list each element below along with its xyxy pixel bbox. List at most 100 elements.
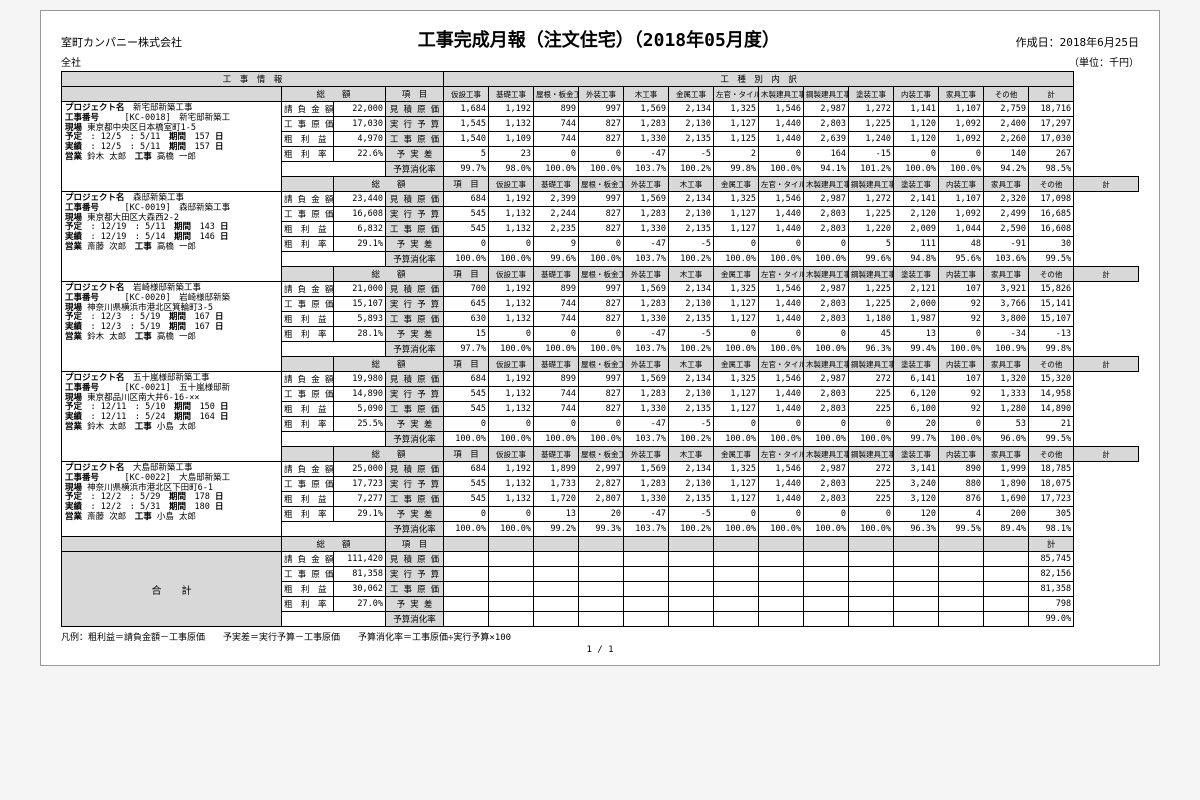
val: 1,333	[984, 387, 1029, 402]
val: 99.7%	[894, 432, 939, 447]
val: 0	[534, 417, 579, 432]
val: 6,100	[894, 402, 939, 417]
hdr-cat-0: 仮設工事	[489, 357, 534, 372]
val: 1,225	[849, 207, 894, 222]
row-label-r: 工 事 原 価	[386, 402, 444, 417]
val: 94.2%	[984, 162, 1029, 177]
val: 2,997	[579, 462, 624, 477]
val: 100.0%	[714, 432, 759, 447]
val: 100.0%	[804, 342, 849, 357]
val: 876	[939, 492, 984, 507]
hdr-cat-7: 木製建具工事	[759, 87, 804, 102]
val: 3,240	[894, 477, 939, 492]
val: 1,325	[714, 372, 759, 387]
val: 1,109	[489, 132, 534, 147]
row-label: 粗 利 益	[282, 312, 334, 327]
val: 1,127	[714, 297, 759, 312]
val: 2,235	[534, 222, 579, 237]
val: 545	[444, 477, 489, 492]
hdr-cat-9: 塗装工事	[894, 447, 939, 462]
hdr-total: 総 額	[334, 357, 444, 372]
row-label: 工 事 原 価	[282, 207, 334, 222]
val: 103.7%	[624, 342, 669, 357]
val: 1,546	[759, 282, 804, 297]
val: 225	[849, 402, 894, 417]
val: 2,244	[534, 207, 579, 222]
val: 1,283	[624, 117, 669, 132]
project-info: プロジェクト名 大島邸新築工事 工事番号 [KC-0022] 大島邸新築工 現場…	[62, 462, 282, 537]
val: 20	[579, 507, 624, 522]
val: 1,325	[714, 102, 759, 117]
hdr-cat-0: 仮設工事	[489, 267, 534, 282]
val: 100.0%	[444, 522, 489, 537]
val: 0	[939, 327, 984, 342]
hdr-cat-1: 基礎工事	[534, 267, 579, 282]
val: 0	[759, 327, 804, 342]
legend: 凡例：粗利益＝請負金額－工事原価 予実差＝実行予算－工事原価 予算消化率＝工事原…	[61, 630, 1139, 643]
val: 645	[444, 297, 489, 312]
hdr-item: 項 目	[444, 447, 489, 462]
row-label: 粗 利 率	[282, 327, 334, 342]
val: 6,141	[894, 372, 939, 387]
row-label-r: 実 行 予 算	[386, 297, 444, 312]
page-number: 1 / 1	[61, 645, 1139, 655]
hdr-cat-8: 鋼製建具工事	[849, 447, 894, 462]
unit-label: （単位：千円）	[1069, 54, 1139, 69]
hdr-cat-13: 計	[1074, 447, 1139, 462]
val: 1,225	[849, 117, 894, 132]
val: 17,297	[1029, 117, 1074, 132]
project-info: プロジェクト名 岩崎様邸新築工事 工事番号 [KC-0020] 岩崎様邸新築 現…	[62, 282, 282, 372]
hdr-breakdown: 工 種 別 内 訳	[444, 72, 1074, 87]
val: 1,546	[759, 192, 804, 207]
val: 89.4%	[984, 522, 1029, 537]
val: 1,141	[894, 102, 939, 117]
row-label: 請 負 金 額	[282, 372, 334, 387]
val: 630	[444, 312, 489, 327]
project-info: プロジェクト名 森邸新築工事 工事番号 [KC-0019] 森邸新築工事 現場 …	[62, 192, 282, 282]
val: 101.2%	[849, 162, 894, 177]
project-info: プロジェクト名 新宅邸新築工事 工事番号 [KC-0018] 新宅邸新築工 現場…	[62, 102, 282, 192]
val: 827	[579, 207, 624, 222]
val: 0	[714, 417, 759, 432]
amt: 14,890	[334, 387, 386, 402]
val: 1,330	[624, 132, 669, 147]
val: 2,141	[894, 192, 939, 207]
val: 545	[444, 492, 489, 507]
hdr-cat-11: 家具工事	[984, 177, 1029, 192]
val: 1,440	[759, 477, 804, 492]
val: 120	[894, 507, 939, 522]
val: 100.0%	[489, 252, 534, 267]
val: 96.0%	[984, 432, 1029, 447]
val: 100.0%	[939, 432, 984, 447]
row-label-r: 予 実 差	[386, 237, 444, 252]
val: -5	[669, 507, 714, 522]
val: -47	[624, 237, 669, 252]
row-label-r: 実 行 予 算	[386, 477, 444, 492]
row-label-r: 実 行 予 算	[386, 117, 444, 132]
val: 100.0%	[489, 342, 534, 357]
val: 2	[714, 147, 759, 162]
hdr-cat-8: 鋼製建具工事	[849, 357, 894, 372]
hdr-item: 項 目	[444, 267, 489, 282]
val: 0	[489, 417, 534, 432]
val: 94.8%	[894, 252, 939, 267]
hdr-cat-12: その他	[1029, 177, 1074, 192]
val: 0	[489, 237, 534, 252]
hdr-cat-6: 左官・タイル工事	[759, 357, 804, 372]
hdr-cat-4: 木工事	[669, 177, 714, 192]
hdr-cat-10: 内装工事	[939, 267, 984, 282]
hdr-cat-10: 内装工事	[894, 87, 939, 102]
val: -47	[624, 327, 669, 342]
val: 100.0%	[804, 432, 849, 447]
val: 3,921	[984, 282, 1029, 297]
hdr-cat-3: 外装工事	[579, 87, 624, 102]
val: 2,807	[579, 492, 624, 507]
hdr-cat-11: 家具工事	[984, 357, 1029, 372]
val: 1,107	[939, 192, 984, 207]
val: 1,044	[939, 222, 984, 237]
amt: 16,608	[334, 207, 386, 222]
val: 15	[444, 327, 489, 342]
val: 99.5%	[1029, 432, 1074, 447]
val: 99.5%	[1029, 252, 1074, 267]
val: 0	[579, 237, 624, 252]
